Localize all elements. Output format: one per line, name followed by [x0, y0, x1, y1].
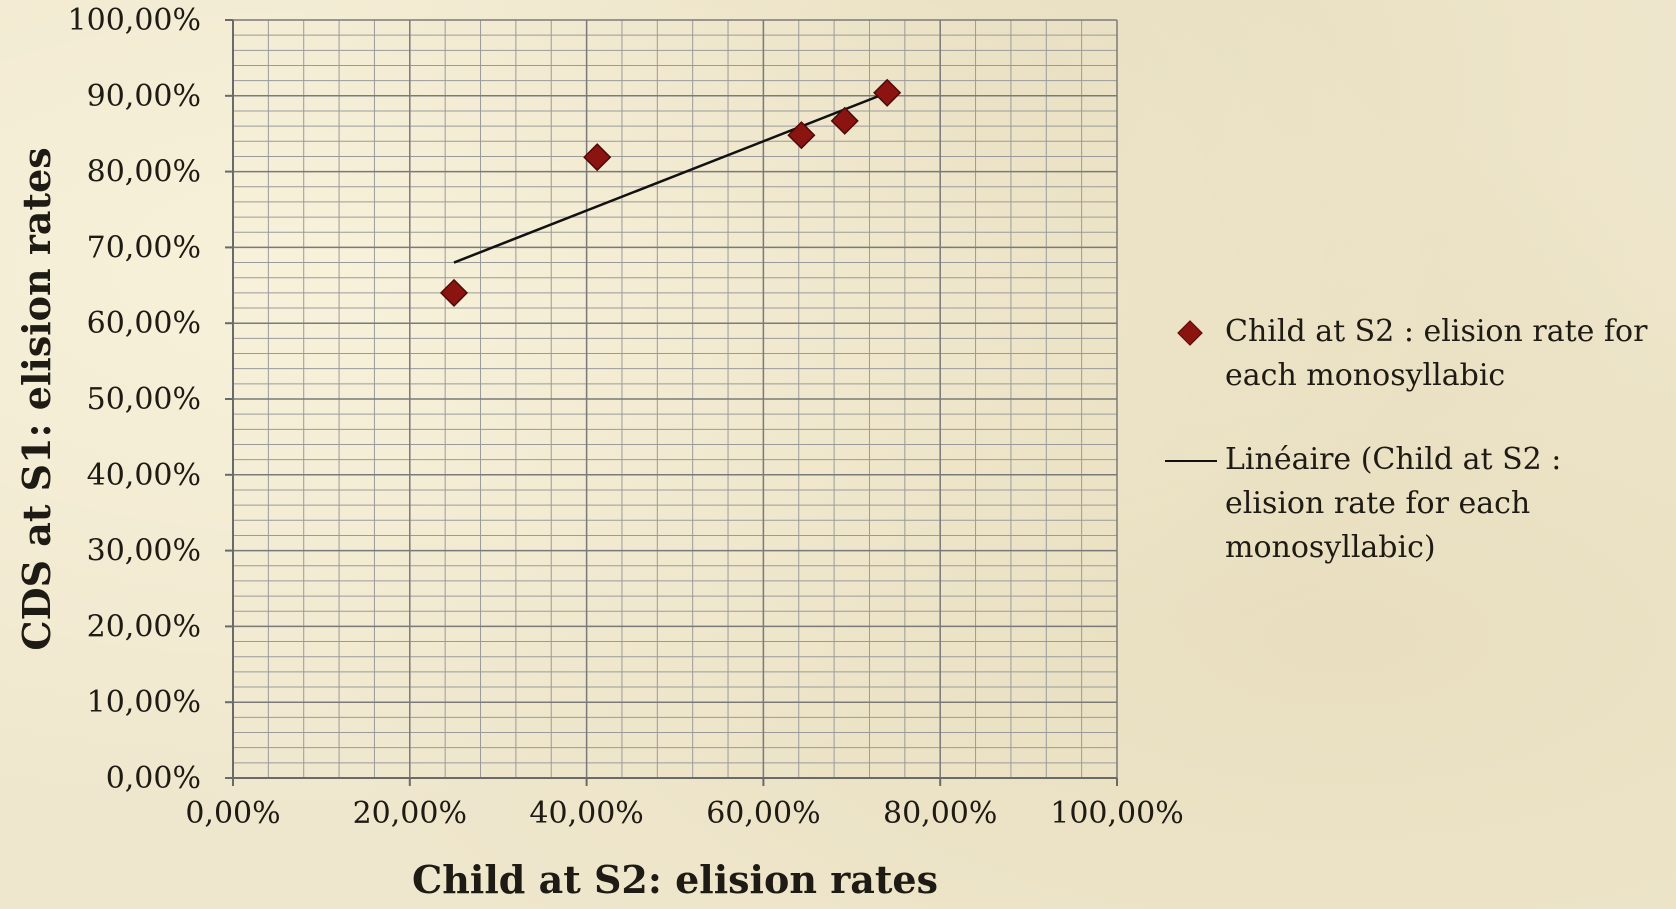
data-point-diamond [787, 121, 816, 150]
x-tick-label: 100,00% [1050, 796, 1183, 831]
data-point-diamond [873, 78, 902, 107]
y-tick-label: 40,00% [87, 458, 201, 493]
x-tick-label: 20,00% [353, 796, 467, 831]
data-point-diamond [439, 278, 469, 307]
grid [233, 19, 1118, 778]
trendline-layer [453, 91, 888, 264]
y-tick-label: 20,00% [87, 609, 201, 644]
x-tick-label: 60,00% [706, 796, 820, 831]
y-tick-label: 50,00% [87, 382, 201, 417]
axes [225, 19, 1118, 786]
trendline [453, 91, 888, 264]
data-point-diamond [583, 143, 612, 172]
legend-label-points: Child at S2 : elision rate for each mono… [1225, 314, 1648, 393]
diamond-marker-icon [1177, 320, 1203, 346]
x-tick-label: 40,00% [529, 796, 643, 831]
y-tick-label: 60,00% [87, 306, 201, 341]
y-tick-label: 0,00% [106, 761, 201, 796]
y-tick-label: 10,00% [87, 685, 201, 720]
x-tick-label: 0,00% [185, 796, 280, 831]
trendline-line-icon [1165, 460, 1217, 462]
legend-item-points: Child at S2 : elision rate for each mono… [1165, 310, 1665, 398]
y-tick-label: 80,00% [87, 155, 201, 190]
y-axis-title: CDS at S1: elision rates [14, 147, 59, 650]
legend-item-trendline: Linéaire (Child at S2 : elision rate for… [1165, 438, 1665, 570]
y-tick-label: 90,00% [87, 79, 201, 114]
y-tick-label: 30,00% [87, 534, 201, 569]
data-point-diamond [830, 106, 859, 135]
y-tick-label: 100,00% [68, 3, 201, 38]
data-points [439, 78, 902, 307]
legend-label-trendline: Linéaire (Child at S2 : elision rate for… [1225, 442, 1562, 565]
y-tick-label: 70,00% [87, 230, 201, 265]
x-tick-label: 80,00% [883, 796, 997, 831]
x-axis-title: Child at S2: elision rates [412, 857, 938, 902]
tick-labels: 0,00% 10,00% 20,00% 30,00% 40,00% 50,00% 60,00… [68, 3, 1184, 831]
legend: Child at S2 : elision rate for each mono… [1165, 310, 1665, 570]
